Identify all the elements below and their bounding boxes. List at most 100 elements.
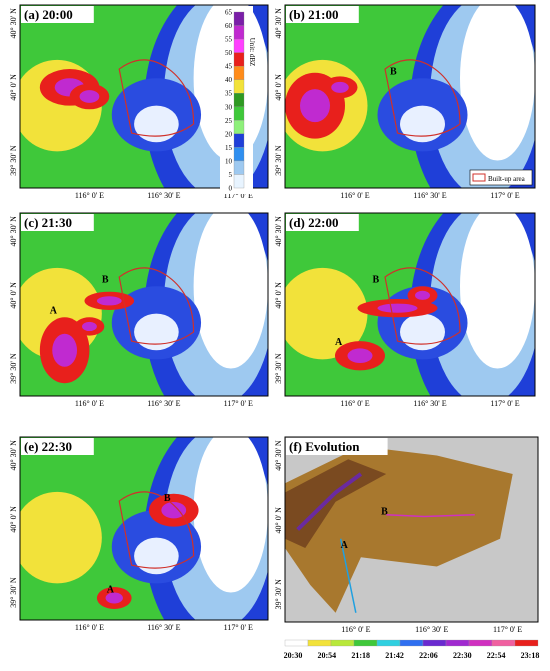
radar-white-center	[134, 106, 179, 143]
x-tick-label: 116° 30' E	[147, 191, 180, 200]
colorbar-tick-label: 35	[225, 90, 233, 98]
panel-label: (d) 22:00	[289, 215, 338, 230]
timeline-label: 23:18	[521, 651, 540, 660]
timeline-segment	[308, 640, 331, 646]
storm-marker: A	[50, 306, 58, 317]
y-tick-label: 40° 0' N	[9, 282, 18, 309]
colorbar-tick-label: 65	[225, 9, 233, 17]
y-tick-label: 40° 30' N	[9, 440, 18, 471]
panel-label: (e) 22:30	[24, 439, 72, 454]
timeline-segment	[469, 640, 492, 646]
storm-marker: B	[390, 67, 397, 78]
timeline-segment	[515, 640, 538, 646]
x-tick-label: 117° 0' E	[493, 625, 522, 634]
radar-magenta	[331, 82, 349, 93]
map-image	[285, 437, 538, 622]
x-tick-label: 116° 0' E	[340, 191, 369, 200]
x-tick-label: 116° 30' E	[413, 191, 446, 200]
y-tick-label: 39° 30' N	[9, 145, 18, 176]
x-tick-label: 116° 30' E	[147, 623, 180, 632]
y-tick-label: 40° 30' N	[9, 216, 18, 247]
timeline-segment	[285, 640, 308, 646]
colorbar-swatch	[234, 80, 244, 94]
colorbar-swatch	[234, 161, 244, 175]
radar-magenta	[82, 322, 97, 331]
storm-marker: B	[373, 275, 380, 286]
colorbar-tick-label: 50	[225, 49, 233, 57]
radar-magenta	[348, 348, 373, 363]
radar-white	[460, 204, 535, 369]
radar-magenta	[52, 334, 77, 367]
x-tick-label: 116° 0' E	[75, 399, 104, 408]
y-tick-label: 39° 30' N	[274, 145, 283, 176]
timeline-segment	[331, 640, 354, 646]
x-tick-label: 117° 0' E	[490, 399, 519, 408]
panel-label: (a) 20:00	[24, 7, 73, 22]
timeline-label: 21:18	[351, 651, 370, 660]
x-tick-label: 116° 0' E	[340, 399, 369, 408]
y-tick-label: 40° 0' N	[9, 74, 18, 101]
timeline-label: 22:06	[419, 651, 438, 660]
timeline-segment	[492, 640, 515, 646]
colorbar-tick-label: 25	[225, 117, 233, 125]
radar-magenta	[378, 304, 418, 313]
radar-white-center	[134, 314, 179, 351]
radar-white-center	[134, 538, 179, 575]
storm-marker: A	[335, 337, 343, 348]
storm-marker: A	[341, 540, 349, 551]
panel-label: (f) Evolution	[289, 439, 360, 454]
colorbar-tick-label: 45	[225, 63, 233, 71]
colorbar-tick-label: 60	[225, 22, 233, 30]
storm-marker: B	[381, 507, 388, 518]
radar-yellow	[13, 492, 102, 584]
y-tick-label: 39° 30' N	[274, 579, 283, 610]
colorbar-swatch	[234, 39, 244, 53]
timeline-segment	[446, 640, 469, 646]
x-tick-label: 117° 0' E	[224, 399, 253, 408]
colorbar-swatch	[234, 12, 244, 26]
colorbar-swatch	[234, 134, 244, 148]
colorbar-tick-label: 30	[225, 103, 233, 111]
timeline-label: 21:42	[385, 651, 404, 660]
y-tick-label: 39° 30' N	[9, 353, 18, 384]
colorbar-swatch	[234, 147, 244, 161]
colorbar-swatch	[234, 107, 244, 121]
x-tick-label: 117° 0' E	[490, 191, 519, 200]
colorbar-tick-label: 20	[225, 130, 233, 138]
x-tick-label: 117° 0' E	[224, 623, 253, 632]
colorbar-swatch	[234, 120, 244, 134]
timeline-segment	[400, 640, 423, 646]
colorbar-swatch	[234, 53, 244, 67]
colorbar-unit: Unit: dBZ	[248, 38, 256, 67]
storm-marker: A	[107, 585, 115, 596]
timeline-label: 22:54	[487, 651, 506, 660]
radar-magenta	[415, 291, 430, 300]
storm-marker: B	[164, 493, 171, 504]
y-tick-label: 40° 30' N	[274, 8, 283, 39]
radar-white-center	[400, 106, 445, 143]
radar-magenta	[300, 89, 330, 122]
timeline-label: 20:54	[318, 651, 337, 660]
radar-white	[194, 428, 268, 593]
colorbar-swatch	[234, 174, 244, 188]
colorbar-swatch	[234, 93, 244, 107]
y-tick-label: 40° 0' N	[9, 506, 18, 533]
colorbar-swatch	[234, 66, 244, 80]
colorbar-tick-label: 15	[225, 144, 233, 152]
colorbar-swatch	[234, 26, 244, 40]
y-tick-label: 40° 0' N	[274, 282, 283, 309]
colorbar-tick-label: 0	[229, 185, 233, 193]
x-tick-label: 116° 0' E	[341, 625, 370, 634]
x-tick-label: 116° 30' E	[415, 625, 448, 634]
colorbar-tick-label: 40	[225, 76, 233, 84]
y-tick-label: 40° 0' N	[274, 507, 283, 534]
radar-white	[194, 204, 268, 369]
map-panel: (b) 21:00 B 116° 0' E 116° 30' E 117° 0' E 40…	[274, 0, 550, 234]
timeline-segment	[354, 640, 377, 646]
panel-label: (b) 21:00	[289, 7, 338, 22]
x-tick-label: 116° 0' E	[75, 623, 104, 632]
radar-white-center	[400, 314, 445, 351]
x-tick-label: 116° 0' E	[75, 191, 104, 200]
x-tick-label: 116° 30' E	[147, 399, 180, 408]
